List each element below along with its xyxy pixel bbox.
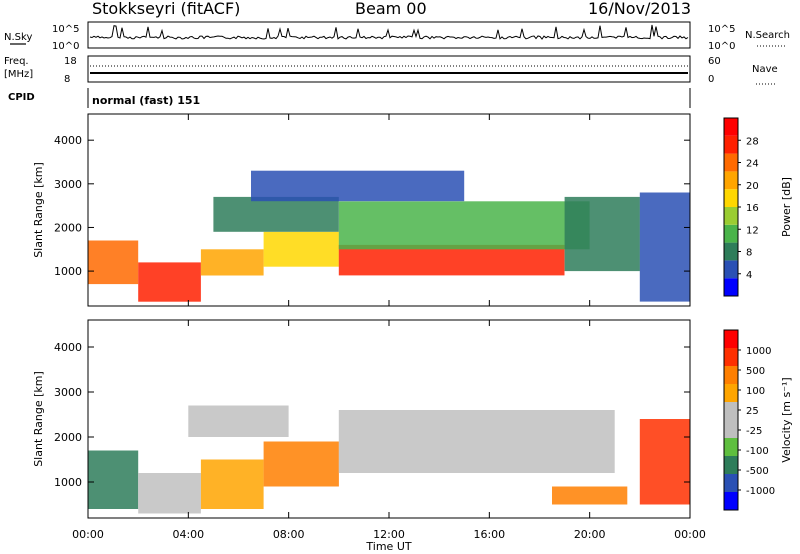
data-region-3 <box>263 231 339 267</box>
colorbar-tick-label: 16 <box>746 203 759 214</box>
colorbar-swatch <box>724 278 738 296</box>
colorbar-swatch <box>724 420 738 438</box>
colorbar-tick-label: 4 <box>746 270 752 281</box>
colorbar-tick-label: 12 <box>746 225 759 236</box>
data-region-1 <box>138 473 201 514</box>
nsky-label: N.Sky <box>4 32 32 43</box>
colorbar-label: Power [dB] <box>780 177 793 237</box>
colorbar-tick-label: 28 <box>746 136 759 147</box>
data-region-0 <box>88 240 139 285</box>
nave-tick-bottom: 0 <box>708 74 714 85</box>
data-region-6 <box>552 486 628 505</box>
velocity-panel: 1000 2000 3000 4000 00:00 04:00 08:00 12:00 16:0… <box>32 319 793 541</box>
colorbar-swatch <box>724 402 738 420</box>
nsky-panel: N.Sky 10^5 10^0 10^5 10^0 N.Search <box>4 21 790 52</box>
data-region-3 <box>263 441 339 487</box>
nsky-trace <box>89 24 689 40</box>
y-tick-label: 3000 <box>54 386 82 399</box>
data-region-8 <box>564 196 640 272</box>
y-tick-label: 2000 <box>54 431 82 444</box>
data-region-6 <box>213 196 339 232</box>
data-region-4 <box>338 244 565 276</box>
colorbar-tick-label: 500 <box>746 366 765 377</box>
colorbar-tick-label: -25 <box>746 426 762 437</box>
y-axis-label: Slant Range [km] <box>32 371 45 467</box>
x-axis-label: Time UT <box>365 540 411 553</box>
colorbar-tick-label: 1000 <box>746 346 771 357</box>
x-tick-label: 08:00 <box>273 528 305 541</box>
data-region-5 <box>338 201 590 250</box>
colorbar-tick-label: 20 <box>746 181 759 192</box>
data-region-7 <box>251 170 465 202</box>
colorbar-swatch <box>724 456 738 474</box>
cpid-value: normal (fast) 151 <box>92 94 200 107</box>
colorbar-tick-label: 25 <box>746 406 759 417</box>
data-region-2 <box>200 459 264 509</box>
nsky-tick-bottom: 10^0 <box>52 41 79 52</box>
y-tick-label: 4000 <box>54 341 82 354</box>
colorbar-swatch <box>724 207 738 225</box>
data-region-1 <box>138 262 201 302</box>
date-title: 16/Nov/2013 <box>588 0 691 18</box>
colorbar-tick-label: -500 <box>746 466 769 477</box>
x-tick-label: 00:00 <box>674 528 706 541</box>
y-tick-label: 1000 <box>54 265 82 278</box>
cpid-label: CPID <box>8 92 35 103</box>
beam-title: Beam 00 <box>355 0 427 18</box>
y-axis-label: Slant Range [km] <box>32 162 45 258</box>
colorbar-frame <box>723 329 739 511</box>
nsky-tick-top: 10^5 <box>52 24 79 35</box>
nave-tick-top: 60 <box>708 56 721 67</box>
power-panel: 1000 2000 3000 4000 Slant Range [km] 4 8 12 16 20… <box>32 113 793 307</box>
data-region-9 <box>639 192 690 302</box>
colorbar-swatch <box>724 118 738 136</box>
colorbar-tick-label: 100 <box>746 386 765 397</box>
freq-tick-top: 18 <box>64 56 77 67</box>
freq-panel: Freq. [MHz] 18 8 60 0 Nave <box>4 55 778 85</box>
colorbar-swatch <box>724 492 738 510</box>
colorbar-swatch <box>724 260 738 279</box>
freq-label: Freq. <box>4 56 29 67</box>
x-tick-label: 16:00 <box>473 528 505 541</box>
colorbar-label: Velocity [m s⁻¹] <box>780 377 793 462</box>
nave-label: Nave <box>752 64 778 75</box>
data-region-5 <box>188 405 289 437</box>
colorbar-tick-label: 24 <box>746 159 759 170</box>
colorbar-swatch <box>724 438 738 456</box>
data-region-7 <box>639 419 690 505</box>
y-tick-label: 4000 <box>54 134 82 147</box>
colorbar-swatch <box>724 348 738 366</box>
data-region-2 <box>200 249 264 276</box>
colorbar-swatch <box>724 189 738 207</box>
nsearch-tick-top: 10^5 <box>708 24 735 35</box>
colorbar-tick-label: 8 <box>746 248 752 259</box>
station-title: Stokkseyri (fitACF) <box>92 0 240 18</box>
colorbar-swatch <box>724 171 738 190</box>
colorbar-swatch <box>724 242 738 261</box>
x-tick-label: 00:00 <box>72 528 104 541</box>
x-tick-label: 12:00 <box>373 528 405 541</box>
data-region-0 <box>88 450 139 509</box>
colorbar-swatch <box>724 330 738 348</box>
colorbar-tick-label: -100 <box>746 446 769 457</box>
freq-tick-bottom: 8 <box>64 74 70 85</box>
colorbar-swatch <box>724 474 738 492</box>
freq-unit-label: [MHz] <box>4 69 33 80</box>
nsearch-tick-bottom: 10^0 <box>708 41 735 52</box>
colorbar-swatch <box>724 384 738 402</box>
x-tick-label: 04:00 <box>172 528 204 541</box>
x-tick-label: 20:00 <box>574 528 606 541</box>
colorbar-swatch <box>724 366 738 384</box>
y-tick-label: 1000 <box>54 476 82 489</box>
colorbar-swatch <box>724 224 738 243</box>
colorbar-tick-label: -1000 <box>746 486 775 497</box>
colorbar-swatch <box>724 135 738 154</box>
colorbar-swatch <box>724 153 738 172</box>
y-tick-label: 3000 <box>54 178 82 191</box>
y-tick-label: 2000 <box>54 221 82 234</box>
nsearch-label: N.Search <box>745 30 790 41</box>
data-region-4 <box>338 410 615 473</box>
